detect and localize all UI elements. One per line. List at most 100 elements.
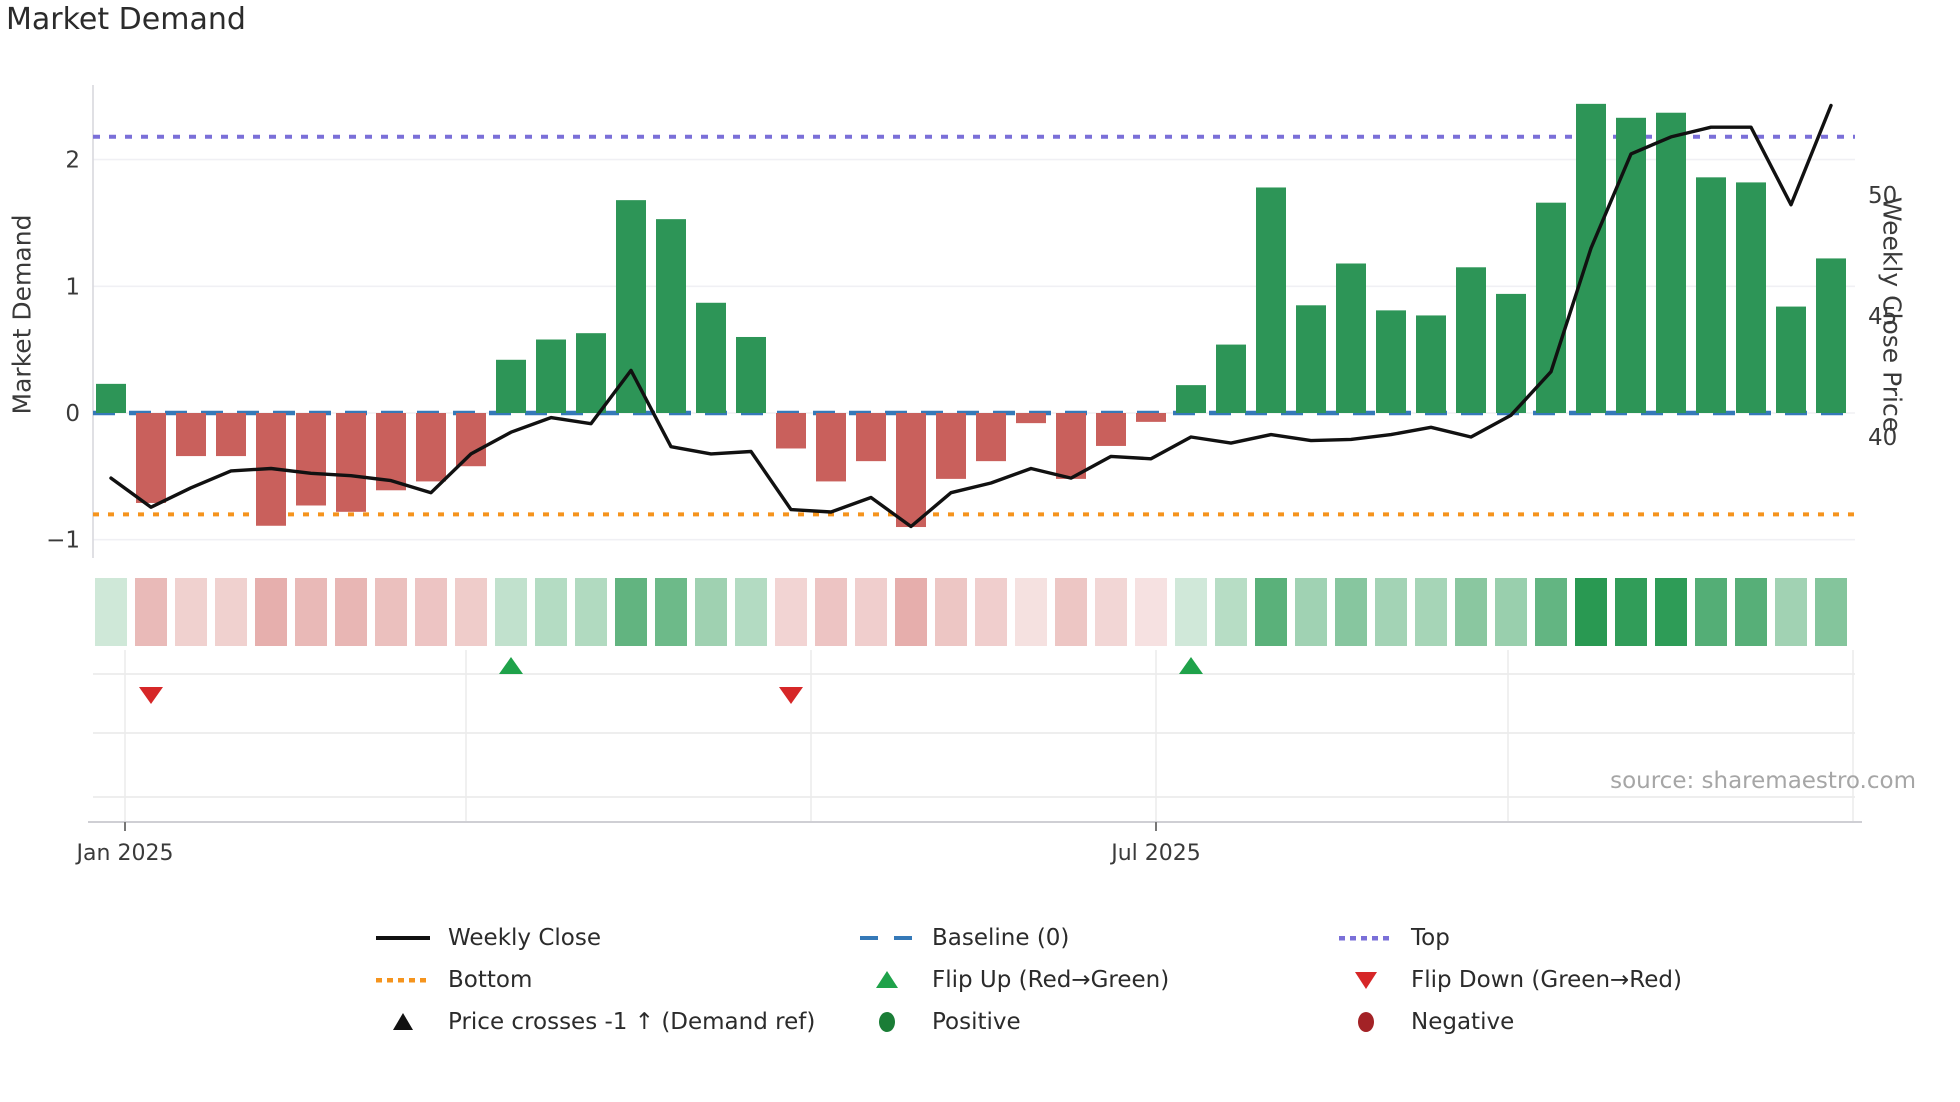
heatmap-cell-week-30	[1255, 578, 1287, 646]
demand-bar-week-13	[576, 333, 606, 413]
legend-item-circle-green: Positive	[856, 1007, 1021, 1037]
flip-down-marker-week-18	[779, 687, 803, 704]
demand-bar-week-6	[296, 413, 326, 506]
tri-up-green-swatch-icon	[876, 971, 898, 988]
heatmap-cell-week-3	[175, 578, 207, 646]
right-tick-label-50: 50	[1868, 183, 1897, 209]
demand-bar-week-14	[616, 200, 646, 413]
dash-blue-swatch-icon	[860, 936, 912, 940]
demand-bar-week-4	[216, 413, 246, 457]
line-black-swatch-icon	[376, 936, 430, 940]
heatmap-cell-week-41	[1695, 578, 1727, 646]
legend-item-tri-up-black: Price crosses -1 ↑ (Demand ref)	[372, 1007, 815, 1037]
heatmap-cell-week-23	[975, 578, 1007, 646]
heatmap-cell-week-39	[1615, 578, 1647, 646]
left-tick-label-0: 0	[65, 401, 80, 427]
heatmap-cell-week-6	[295, 578, 327, 646]
demand-bar-week-20	[856, 413, 886, 462]
demand-bar-week-17	[736, 336, 766, 413]
legend-label: Price crosses -1 ↑ (Demand ref)	[448, 1009, 816, 1035]
dot-purple-swatch-icon	[1339, 936, 1389, 941]
x-tick-label: Jan 2025	[75, 841, 174, 866]
demand-bar-week-37	[1536, 202, 1566, 413]
source-credit: source: sharemaestro.com	[1610, 768, 1916, 794]
x-tick-label: Jul 2025	[1109, 841, 1201, 866]
right-tick-label-45: 45	[1868, 304, 1897, 330]
legend-item-dot-purple: Top	[1335, 923, 1450, 953]
demand-bar-week-12	[536, 339, 566, 413]
heatmap-cell-week-36	[1495, 578, 1527, 646]
demand-bar-week-18	[776, 413, 806, 449]
demand-bar-week-34	[1416, 315, 1446, 413]
tri-down-red-swatch-icon	[1355, 972, 1377, 989]
demand-bar-week-16	[696, 302, 726, 413]
heatmap-cell-week-44	[1815, 578, 1847, 646]
demand-bar-week-39	[1616, 117, 1646, 413]
legend-item-tri-down-red: Flip Down (Green→Red)	[1335, 965, 1682, 995]
legend-label: Bottom	[448, 967, 533, 993]
legend-item-circle-darkred: Negative	[1335, 1007, 1514, 1037]
heatmap-cell-week-18	[775, 578, 807, 646]
left-tick-label-2: 2	[65, 148, 80, 174]
heatmap-cell-week-38	[1575, 578, 1607, 646]
heatmap-cell-week-8	[375, 578, 407, 646]
demand-bar-week-23	[976, 413, 1006, 462]
demand-bar-week-44	[1816, 258, 1846, 413]
heatmap-cell-week-33	[1375, 578, 1407, 646]
heatmap-cell-week-21	[895, 578, 927, 646]
heatmap-cell-week-1	[95, 578, 127, 646]
heatmap-cell-week-22	[935, 578, 967, 646]
demand-bar-week-24	[1016, 413, 1046, 424]
legend-item-line-black: Weekly Close	[372, 923, 601, 953]
heatmap-cell-week-9	[415, 578, 447, 646]
dot-orange-swatch-icon	[376, 978, 426, 983]
demand-bar-week-33	[1376, 310, 1406, 413]
flip-up-marker-week-11	[499, 657, 523, 674]
heatmap-cell-week-28	[1175, 578, 1207, 646]
demand-bar-week-36	[1496, 293, 1526, 413]
heatmap-cell-week-11	[495, 578, 527, 646]
right-tick-label-40: 40	[1868, 425, 1897, 451]
legend-item-tri-up-green: Flip Up (Red→Green)	[856, 965, 1169, 995]
demand-bar-week-42	[1736, 182, 1766, 413]
demand-bar-week-41	[1696, 177, 1726, 413]
weekly-close-line	[109, 103, 1833, 529]
chart-title: Market Demand	[6, 2, 246, 37]
legend-label: Positive	[932, 1009, 1021, 1035]
demand-bar-week-7	[336, 413, 366, 512]
heatmap-cell-week-2	[135, 578, 167, 646]
demand-bar-week-28	[1176, 385, 1206, 413]
heatmap-cell-week-34	[1415, 578, 1447, 646]
heatmap-cell-week-19	[815, 578, 847, 646]
heatmap-cell-week-15	[655, 578, 687, 646]
left-tick-label-1: 1	[65, 274, 80, 300]
heatmap-cell-week-10	[455, 578, 487, 646]
legend-label: Flip Down (Green→Red)	[1411, 967, 1682, 993]
heatmap-cell-week-25	[1055, 578, 1087, 646]
heatmap-cell-week-5	[255, 578, 287, 646]
legend-item-dot-orange: Bottom	[372, 965, 532, 995]
heatmap-cell-week-7	[335, 578, 367, 646]
left-tick-label--1: −1	[46, 528, 80, 554]
legend-label: Weekly Close	[448, 925, 601, 951]
heatmap-cell-week-4	[215, 578, 247, 646]
heatmap-cell-week-40	[1655, 578, 1687, 646]
demand-bar-week-27	[1136, 413, 1166, 422]
tri-up-black-swatch-icon	[393, 1013, 413, 1030]
demand-bar-week-31	[1296, 305, 1326, 413]
demand-bar-week-30	[1256, 187, 1286, 413]
heatmap-cell-week-37	[1535, 578, 1567, 646]
heatmap-cell-week-17	[735, 578, 767, 646]
demand-bar-week-32	[1336, 263, 1366, 413]
demand-bar-week-35	[1456, 267, 1486, 413]
heatmap-cell-week-14	[615, 578, 647, 646]
heatmap-cell-week-43	[1775, 578, 1807, 646]
heatmap-cell-week-29	[1215, 578, 1247, 646]
legend-label: Flip Up (Red→Green)	[932, 967, 1170, 993]
demand-bar-week-10	[456, 413, 486, 467]
legend-label: Negative	[1411, 1009, 1515, 1035]
heatmap-cell-week-32	[1335, 578, 1367, 646]
demand-bar-week-22	[936, 413, 966, 479]
